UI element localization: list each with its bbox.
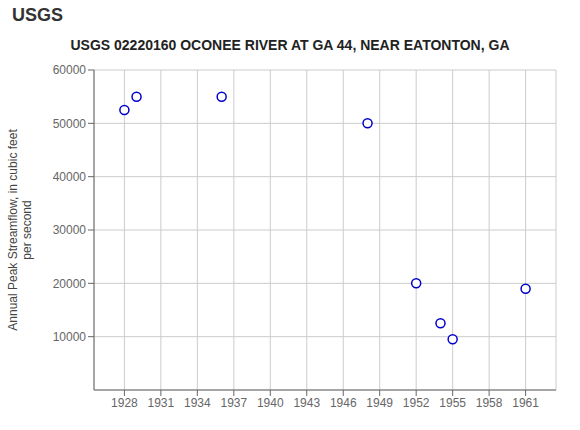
svg-text:1958: 1958 — [476, 396, 503, 410]
svg-text:50000: 50000 — [53, 117, 87, 131]
svg-text:30000: 30000 — [53, 223, 87, 237]
svg-text:1946: 1946 — [330, 396, 357, 410]
svg-text:1952: 1952 — [403, 396, 430, 410]
svg-text:1943: 1943 — [293, 396, 320, 410]
svg-text:1934: 1934 — [184, 396, 211, 410]
svg-text:10000: 10000 — [53, 330, 87, 344]
html-text:USGS 02220160 OCONEE RIVER AT: USGS 02220160 OCONEE RIVER AT GA 44, NEA… — [70, 37, 510, 53]
svg-text:1928: 1928 — [111, 396, 138, 410]
svg-text:1961: 1961 — [512, 396, 539, 410]
svg-text:1955: 1955 — [439, 396, 466, 410]
svg-text:Annual Peak Streamflow, in cub: Annual Peak Streamflow, in cubic feetper… — [6, 129, 34, 331]
svg-text:1940: 1940 — [257, 396, 284, 410]
svg-text:20000: 20000 — [53, 277, 87, 291]
svg-text:40000: 40000 — [53, 170, 87, 184]
svg-text:1937: 1937 — [220, 396, 247, 410]
svg-text:1931: 1931 — [148, 396, 175, 410]
svg-text:60000: 60000 — [53, 63, 87, 77]
svg-text:1949: 1949 — [366, 396, 393, 410]
html-text:USGS: USGS — [12, 4, 63, 25]
